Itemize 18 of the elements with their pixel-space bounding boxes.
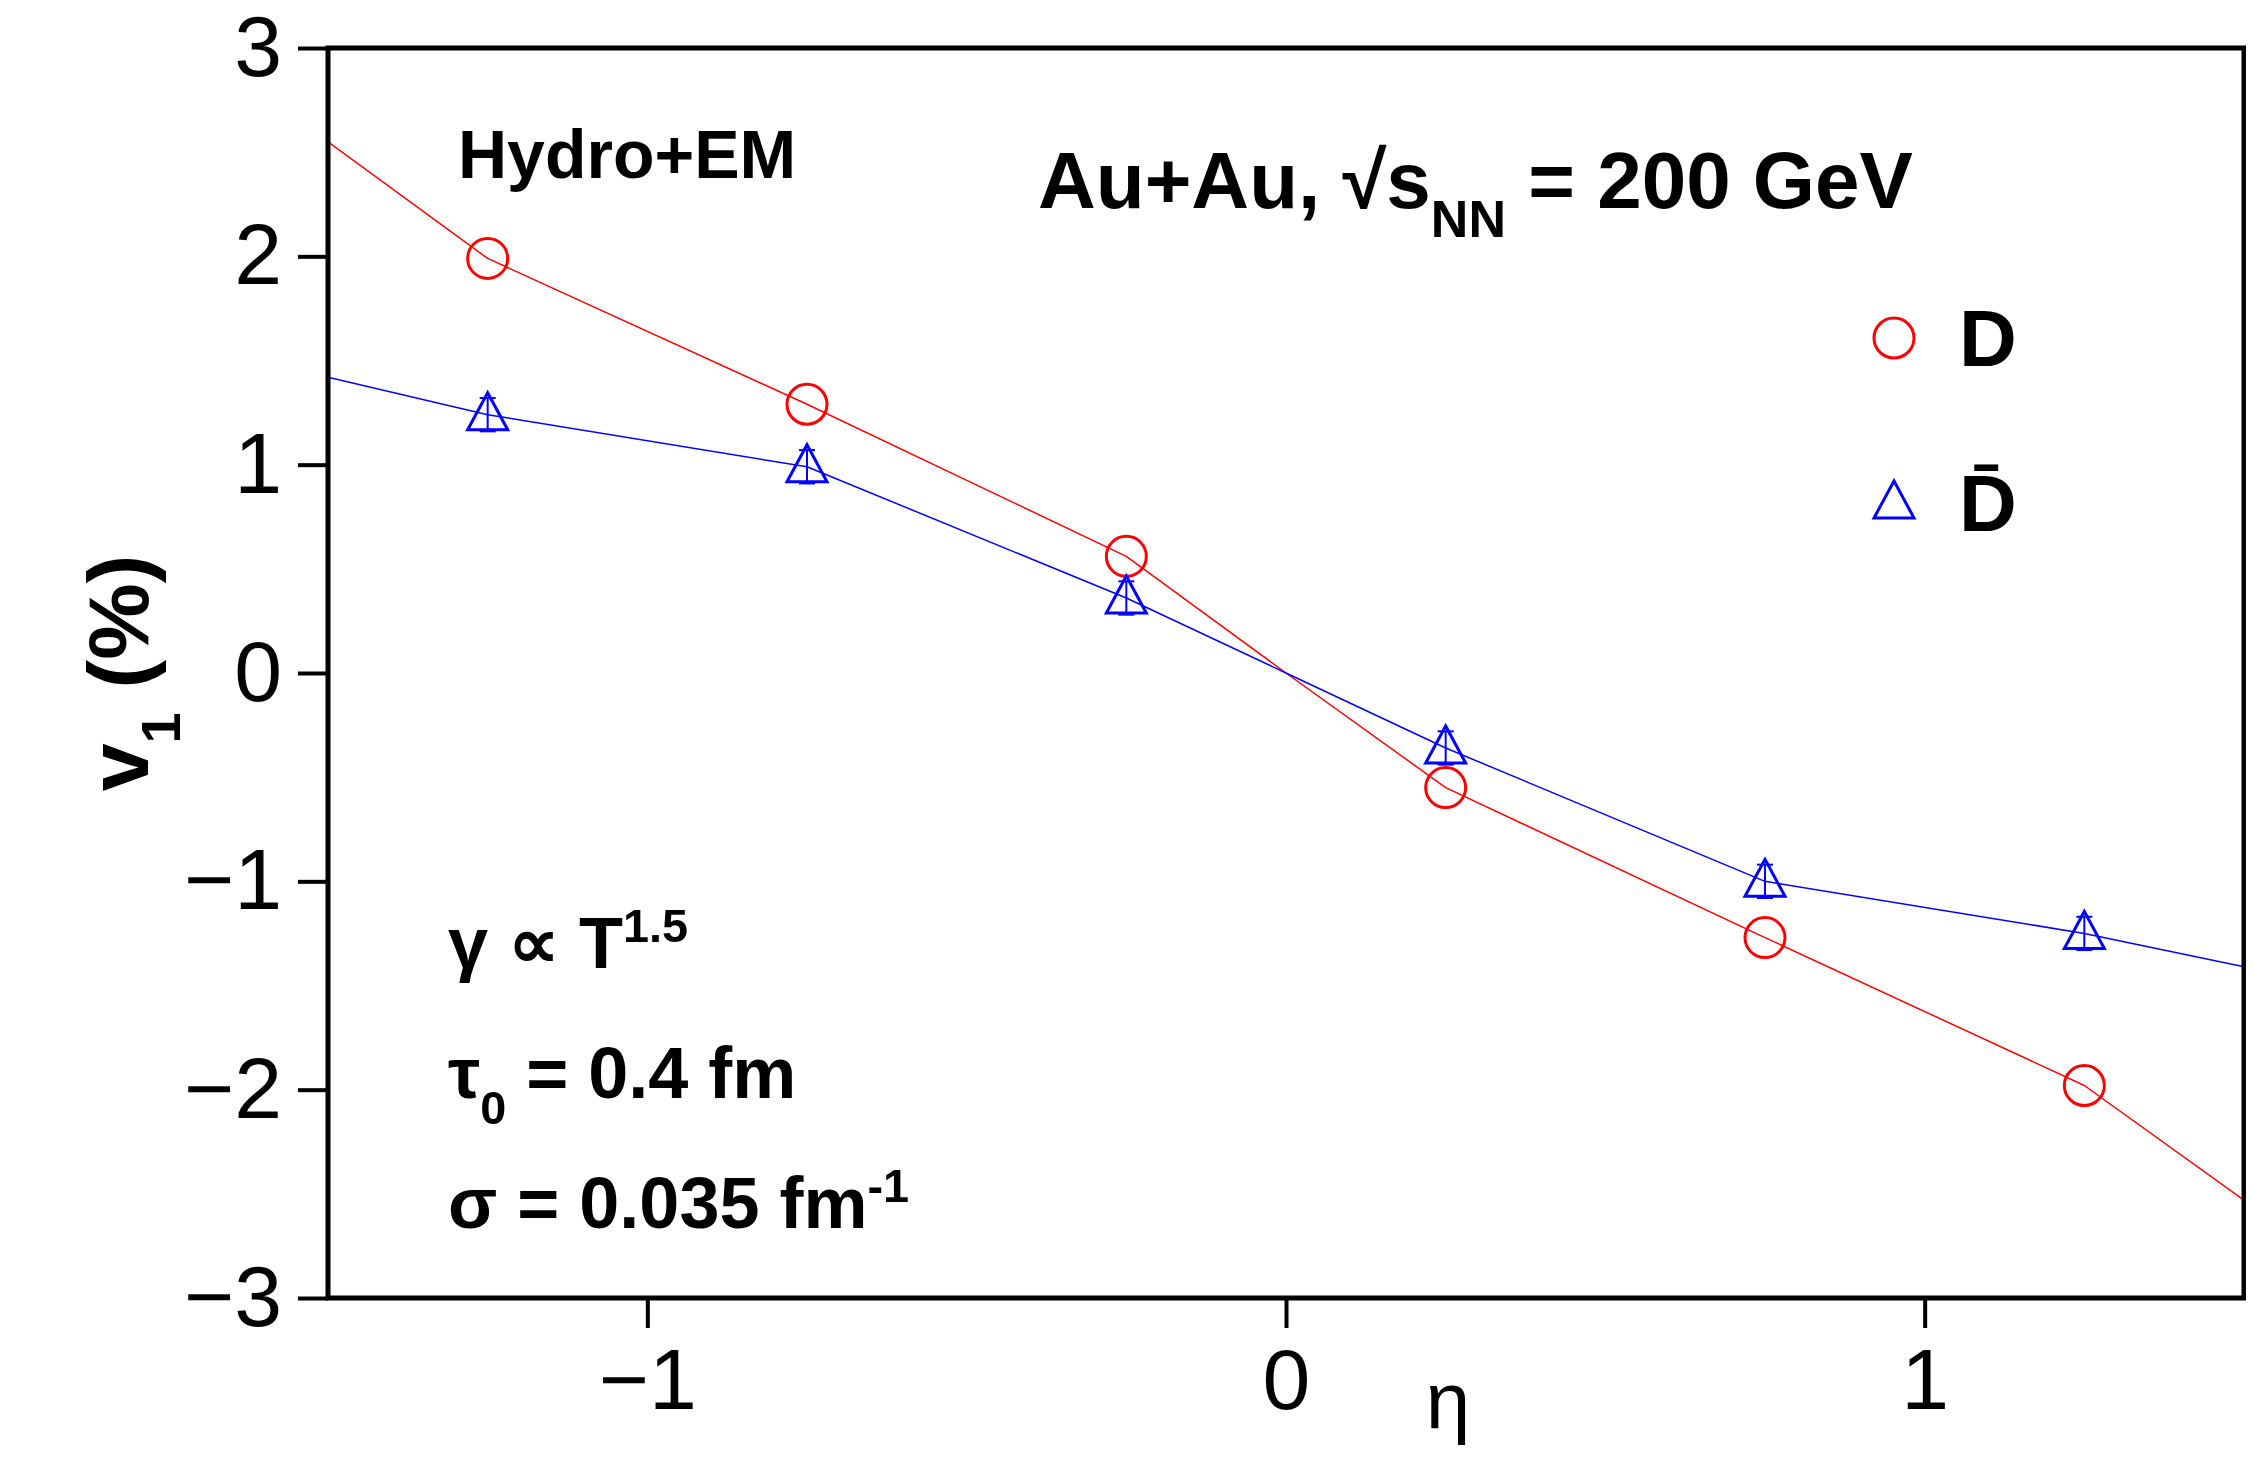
y-tick-label: 0 (234, 623, 282, 720)
annotation: Hydro+EM (458, 116, 797, 192)
x-tick-label: 1 (1901, 1331, 1950, 1428)
y-tick-label: 2 (234, 206, 282, 303)
legend-label: D̄ (1959, 459, 2017, 548)
annotation: τ$_{0}$ = 0.4 fm (448, 1033, 797, 1134)
y-tick-label: −1 (183, 831, 282, 928)
x-axis-title: η (1425, 1356, 1471, 1445)
annotation: σ = 0.035 fm$^{-1}$ (448, 1160, 910, 1243)
x-tick-label: −1 (598, 1331, 697, 1428)
annotation: γ ∝ T$^{1.5}$ (448, 900, 689, 983)
y-tick-label: −3 (183, 1248, 282, 1345)
y-tick-label: 1 (234, 414, 282, 511)
y-tick-label: 3 (234, 0, 282, 95)
legend-label: D (1959, 294, 2017, 383)
y-tick-label: −2 (183, 1039, 282, 1136)
annotation: Au+Au, √s$_{NN}$ = 200 GeV (1038, 136, 1913, 248)
x-tick-label: 0 (1262, 1331, 1311, 1428)
